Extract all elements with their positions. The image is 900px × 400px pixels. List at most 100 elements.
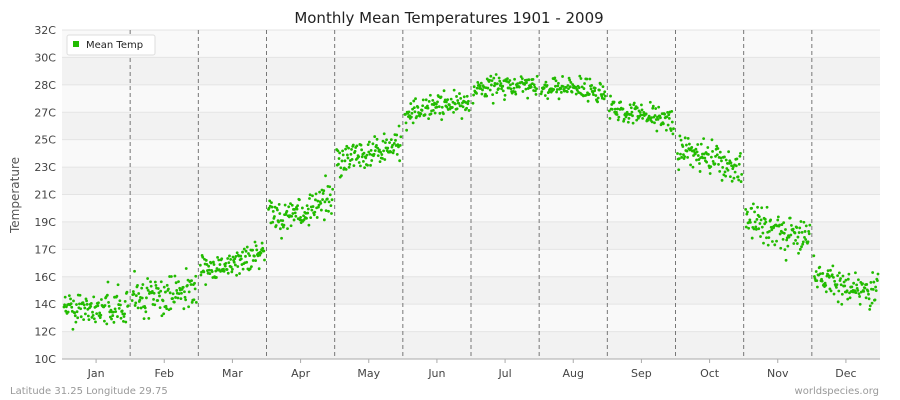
data-point: [679, 138, 683, 142]
data-point: [431, 98, 435, 102]
data-point: [325, 197, 329, 201]
data-point: [413, 110, 417, 114]
data-point: [821, 272, 825, 275]
data-point: [612, 100, 616, 104]
data-point: [678, 134, 682, 138]
data-point: [627, 117, 631, 120]
data-point: [302, 214, 305, 218]
data-point: [873, 298, 877, 302]
data-point: [120, 309, 124, 313]
data-point: [187, 290, 191, 294]
data-point: [803, 236, 806, 239]
data-point: [696, 143, 700, 146]
data-point: [254, 244, 258, 248]
data-point: [85, 302, 89, 306]
data-point: [771, 240, 774, 243]
data-point: [145, 286, 149, 290]
data-point: [845, 289, 849, 293]
data-point: [143, 306, 147, 310]
y-tick-label: 21C: [34, 189, 56, 202]
data-point: [868, 304, 872, 308]
data-point: [608, 116, 612, 120]
data-point: [75, 310, 79, 314]
data-point: [709, 165, 713, 169]
data-point: [841, 274, 845, 278]
data-point: [91, 310, 94, 314]
data-point: [490, 79, 494, 83]
data-point: [172, 300, 176, 304]
data-point: [475, 86, 479, 90]
data-point: [360, 148, 364, 152]
data-point: [165, 283, 169, 287]
data-point: [82, 318, 86, 321]
data-point: [391, 151, 395, 155]
data-point: [150, 290, 154, 293]
data-point: [739, 151, 742, 155]
data-point: [153, 303, 157, 307]
data-point: [300, 206, 304, 210]
data-point: [293, 207, 297, 211]
data-point: [486, 86, 490, 90]
data-point: [709, 155, 713, 159]
data-point: [852, 281, 856, 285]
data-point: [350, 148, 353, 151]
data-point: [696, 154, 700, 157]
data-point: [621, 107, 625, 111]
data-point: [798, 226, 802, 230]
data-point: [835, 283, 839, 287]
data-point: [465, 106, 469, 110]
data-point: [381, 156, 384, 160]
data-point: [177, 280, 180, 284]
data-point: [501, 84, 505, 88]
data-point: [277, 220, 280, 224]
data-point: [733, 170, 737, 174]
data-point: [421, 104, 425, 108]
data-point: [226, 271, 230, 275]
data-point: [210, 270, 214, 274]
data-point: [81, 301, 85, 304]
data-point: [245, 260, 249, 264]
data-point: [666, 110, 669, 114]
data-point: [795, 226, 799, 229]
y-tick-label: 25C: [34, 134, 56, 147]
data-point: [174, 281, 178, 285]
data-point: [184, 298, 188, 302]
data-point: [445, 100, 448, 104]
data-point: [69, 302, 73, 306]
data-point: [832, 275, 835, 279]
data-point: [176, 296, 180, 300]
data-point: [175, 289, 179, 292]
data-point: [290, 203, 294, 207]
data-point: [431, 108, 435, 112]
data-point: [467, 109, 471, 112]
data-point: [559, 87, 563, 90]
data-point: [766, 243, 770, 247]
data-point: [63, 303, 66, 307]
data-point: [546, 97, 550, 101]
data-point: [866, 289, 870, 293]
data-point: [168, 291, 172, 295]
data-point: [659, 116, 662, 120]
data-point: [833, 279, 837, 283]
data-point: [514, 92, 518, 96]
data-point: [792, 242, 796, 245]
x-tick-label: Jan: [87, 367, 105, 380]
data-point: [368, 152, 372, 156]
data-point: [656, 118, 660, 121]
data-point: [253, 240, 257, 244]
data-point: [375, 137, 379, 141]
data-point: [359, 143, 363, 147]
data-point: [353, 149, 357, 153]
data-point: [352, 164, 356, 168]
data-point: [149, 284, 153, 288]
data-point: [314, 192, 318, 196]
data-point: [321, 198, 324, 201]
y-tick-label: 10C: [34, 353, 56, 366]
data-point: [340, 159, 344, 163]
data-point: [452, 110, 455, 114]
data-point: [268, 199, 272, 203]
data-point: [66, 310, 70, 314]
data-point: [868, 308, 872, 311]
data-point: [337, 162, 340, 166]
data-point: [160, 314, 164, 318]
